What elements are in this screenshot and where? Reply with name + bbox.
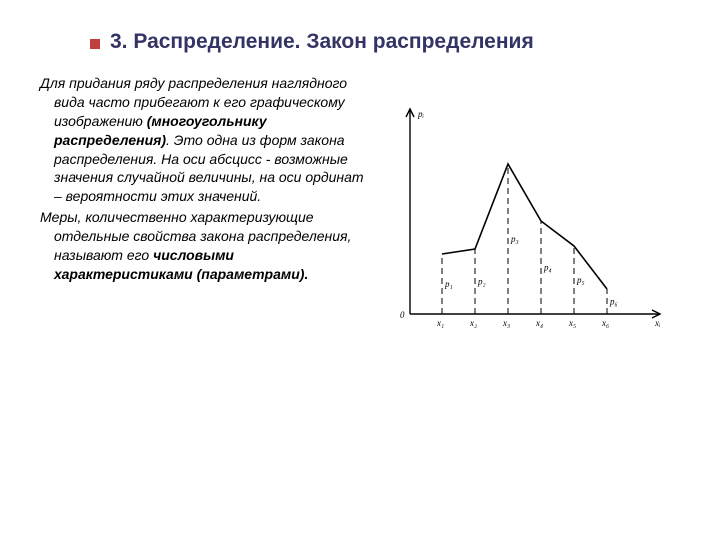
- svg-text:x₁: x₁: [436, 318, 444, 328]
- title-bullet: [90, 39, 100, 49]
- svg-text:p₂: p₂: [477, 277, 486, 287]
- body-text: Для придания ряду распределения наглядно…: [30, 74, 370, 286]
- svg-text:p₃: p₃: [510, 234, 519, 244]
- svg-text:pᵢ: pᵢ: [417, 109, 425, 119]
- svg-text:xᵢ: xᵢ: [654, 318, 661, 328]
- svg-text:x₆: x₆: [601, 318, 609, 328]
- svg-text:p₆: p₆: [609, 297, 618, 307]
- content-row: Для придания ряду распределения наглядно…: [40, 74, 680, 349]
- chart-svg: pᵢ xᵢ 0 x₁ p₁ x₂ p₂ x₃ p₃ x₄ p₄ x₅ p₅ x₆ p₆: [380, 94, 670, 344]
- title-container: 3. Распределение. Закон распределения: [90, 30, 680, 54]
- svg-text:p₅: p₅: [576, 275, 585, 285]
- svg-text:p₄: p₄: [543, 263, 552, 273]
- page-title: 3. Распределение. Закон распределения: [110, 30, 534, 53]
- svg-text:p₁: p₁: [444, 279, 453, 289]
- paragraph-2: Меры, количественно характеризующие отде…: [30, 208, 370, 284]
- distribution-chart: pᵢ xᵢ 0 x₁ p₁ x₂ p₂ x₃ p₃ x₄ p₄ x₅ p₅ x₆ p₆: [380, 94, 670, 349]
- paragraph-1: Для придания ряду распределения наглядно…: [30, 74, 370, 206]
- svg-text:x₂: x₂: [469, 318, 477, 328]
- svg-text:x₄: x₄: [535, 318, 543, 328]
- svg-text:0: 0: [400, 310, 405, 320]
- svg-text:x₅: x₅: [568, 318, 576, 328]
- svg-text:x₃: x₃: [502, 318, 510, 328]
